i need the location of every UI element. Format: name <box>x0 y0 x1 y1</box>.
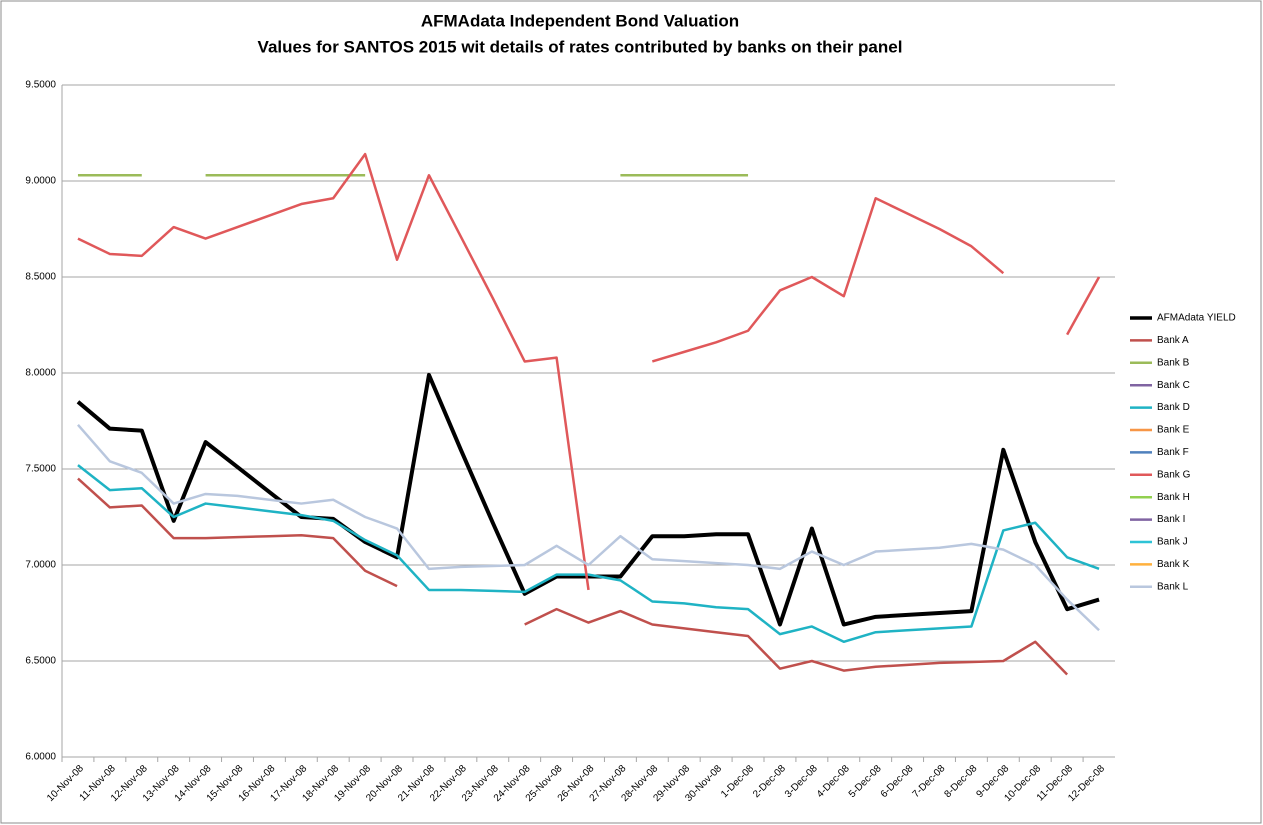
legend-label: Bank K <box>1157 559 1190 570</box>
series-line <box>77 464 1100 644</box>
series-line <box>77 477 398 588</box>
legend-label: Bank A <box>1157 335 1189 346</box>
y-tick-label: 6.0000 <box>25 752 56 763</box>
series-line <box>76 372 1100 627</box>
y-tick-label: 7.5000 <box>25 464 56 475</box>
series-line <box>77 152 590 591</box>
y-tick-label: 9.0000 <box>25 176 56 187</box>
series-line <box>1066 276 1101 336</box>
legend-label: Bank L <box>1157 581 1189 592</box>
chart-title: AFMAdata Independent Bond Valuation <box>421 11 739 30</box>
y-tick-label: 6.5000 <box>25 656 56 667</box>
legend-label: AFMAdata YIELD <box>1157 313 1236 324</box>
y-tick-label: 8.0000 <box>25 368 56 379</box>
y-tick-label: 8.5000 <box>25 272 56 283</box>
legend-label: Bank C <box>1157 380 1190 391</box>
legend-label: Bank D <box>1157 402 1190 413</box>
legend-label: Bank J <box>1157 537 1188 548</box>
chart-subtitle: Values for SANTOS 2015 wit details of ra… <box>258 37 903 56</box>
legend-label: Bank G <box>1157 469 1191 480</box>
series-line <box>524 607 1069 676</box>
legend-label: Bank F <box>1157 447 1189 458</box>
legend-label: Bank E <box>1157 425 1190 436</box>
y-tick-label: 9.5000 <box>25 80 56 91</box>
legend-label: Bank B <box>1157 357 1190 368</box>
series-line <box>77 424 1100 632</box>
legend-label: Bank I <box>1157 514 1185 525</box>
legend-label: Bank H <box>1157 492 1190 503</box>
y-tick-label: 7.0000 <box>25 560 56 571</box>
series-line <box>651 197 1005 363</box>
